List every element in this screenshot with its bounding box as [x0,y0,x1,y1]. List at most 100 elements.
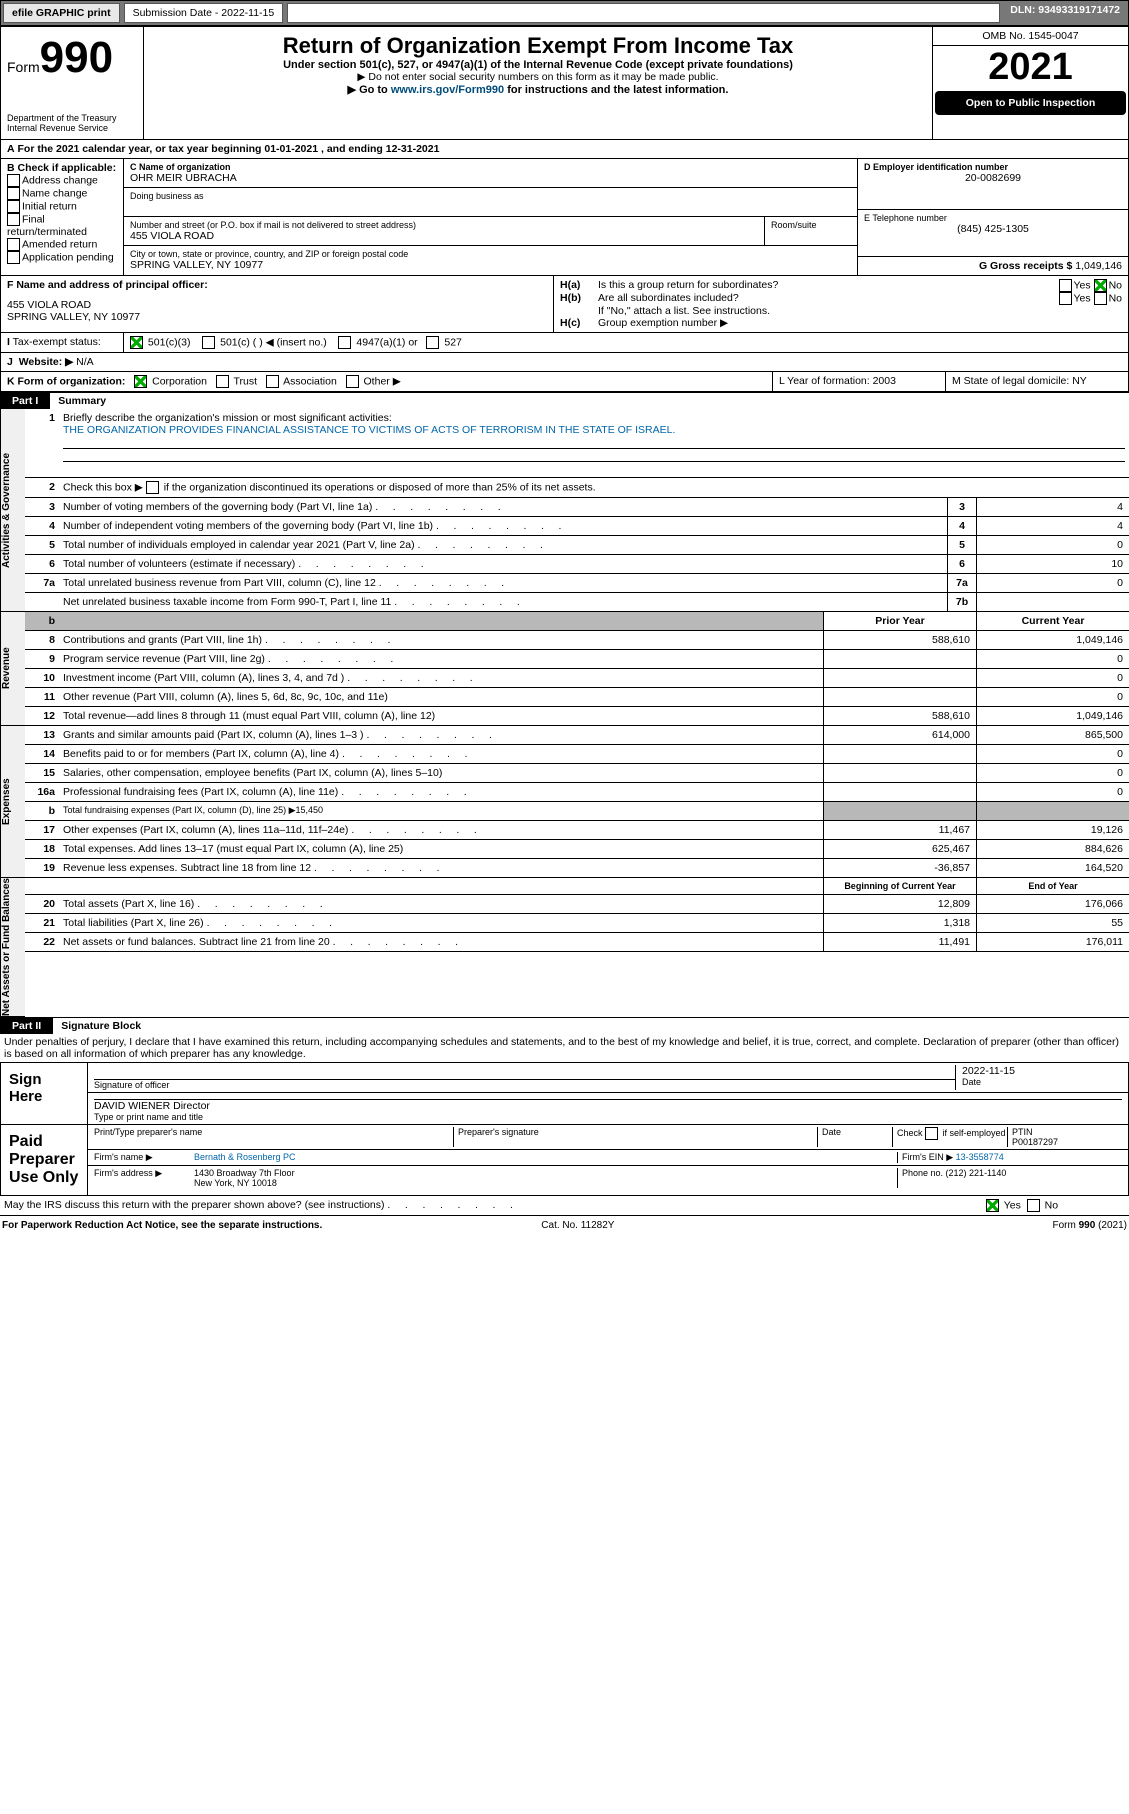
sig-date: 2022-11-15 [962,1065,1122,1077]
chk-self-employed[interactable] [925,1127,938,1140]
l14p [823,745,976,763]
l7bv [976,593,1129,611]
b-opt-name[interactable]: Name change [7,187,117,200]
l18p: 625,467 [823,840,976,858]
prep-date-label: Date [817,1127,892,1147]
current-year-hdr: Current Year [976,612,1129,630]
side-netassets: Net Assets or Fund Balances [0,878,25,1017]
l3: Number of voting members of the governin… [59,498,947,516]
discuss-no[interactable] [1027,1199,1040,1212]
k-assoc[interactable] [266,375,279,388]
d-label: D Employer identification number [864,162,1122,172]
sign-here-label: Sign Here [1,1063,87,1124]
k-corp[interactable] [134,375,147,388]
l15p [823,764,976,782]
side-governance: Activities & Governance [0,409,25,612]
b-opt-init[interactable]: Initial return [7,200,117,213]
spacer [287,3,1000,23]
tax-year: 2021 [933,46,1128,89]
l12c: 1,049,146 [976,707,1129,725]
chk-4947[interactable] [338,336,351,349]
firm-ein-label: Firm's EIN ▶ [902,1152,953,1162]
b-label: B Check if applicable: [7,162,117,174]
l8c: 1,049,146 [976,631,1129,649]
hb: Are all subordinates included? [598,292,1059,305]
b-opt-amend[interactable]: Amended return [7,238,117,251]
b-opt-addr[interactable]: Address change [7,174,117,187]
discuss-yes[interactable] [986,1199,999,1212]
form-header: Form990 Department of the Treasury Inter… [0,26,1129,140]
city-label: City or town, state or province, country… [130,249,851,259]
chk-527[interactable] [426,336,439,349]
line-a: A For the 2021 calendar year, or tax yea… [1,140,1128,158]
officer-name-label: Type or print name and title [94,1112,1122,1122]
foot-r: Form 990 (2021) [1053,1220,1127,1231]
hc: Group exemption number ▶ [598,317,728,329]
l11c: 0 [976,688,1129,706]
prior-year-hdr: Prior Year [823,612,976,630]
k-other[interactable] [346,375,359,388]
paid-preparer-block: Paid Preparer Use Only Print/Type prepar… [0,1125,1129,1196]
l3v: 4 [976,498,1129,516]
l15c: 0 [976,764,1129,782]
ptin-label: PTIN [1012,1127,1033,1137]
k-trust[interactable] [216,375,229,388]
l9: Program service revenue (Part VIII, line… [59,650,823,668]
l8p: 588,610 [823,631,976,649]
irs-link[interactable]: www.irs.gov/Form990 [391,84,504,96]
l6: Total number of volunteers (estimate if … [59,555,947,573]
l21: Total liabilities (Part X, line 26) [59,914,823,932]
l12p: 588,610 [823,707,976,725]
firm-addr1: 1430 Broadway 7th Floor [194,1168,295,1178]
block-fh: F Name and address of principal officer:… [0,276,1129,333]
mission-link[interactable]: THE ORGANIZATION PROVIDES FINANCIAL ASSI… [63,424,675,436]
firm-addr2: New York, NY 10018 [194,1178,277,1188]
l10p [823,669,976,687]
foot-l: For Paperwork Reduction Act Notice, see … [2,1220,322,1231]
block-bcdefg: B Check if applicable: Address change Na… [0,159,1129,276]
e-label: E Telephone number [864,213,1122,223]
chk-501c[interactable] [202,336,215,349]
sig-date-label: Date [962,1077,1122,1087]
l16b: Total fundraising expenses (Part IX, col… [59,802,823,820]
self-emp-label: Check [897,1128,925,1138]
l4v: 4 [976,517,1129,535]
l12: Total revenue—add lines 8 through 11 (mu… [59,707,823,725]
side-revenue: Revenue [0,612,25,726]
b-opt-final[interactable]: Final return/terminated [7,213,117,238]
footer: For Paperwork Reduction Act Notice, see … [0,1216,1129,1235]
firm-ein-link[interactable]: 13-3558774 [956,1152,1004,1162]
section-netassets: Net Assets or Fund Balances Beginning of… [0,878,1129,1017]
firm-name-link[interactable]: Bernath & Rosenberg PC [194,1152,296,1162]
ein: 20-0082699 [864,172,1122,184]
phone: (845) 425-1305 [864,223,1122,235]
l16bc-shade [976,802,1129,820]
l22b: 11,491 [823,933,976,951]
room-label: Room/suite [764,217,857,245]
foot-c: Cat. No. 11282Y [541,1220,614,1231]
sign-here-block: Sign Here Signature of officer2022-11-15… [0,1063,1129,1125]
l20: Total assets (Part X, line 16) [59,895,823,913]
part2-header: Part IISignature Block [0,1017,1129,1034]
submission-date: Submission Date - 2022-11-15 [124,3,284,23]
l7b: Net unrelated business taxable income fr… [59,593,947,611]
firm-name-label: Firm's name ▶ [94,1152,194,1163]
l-year: L Year of formation: 2003 [773,372,946,391]
form-number: 990 [40,33,113,82]
end-year-hdr: End of Year [976,878,1129,894]
l21b: 1,318 [823,914,976,932]
topbar: efile GRAPHIC print Submission Date - 20… [0,0,1129,26]
l6v: 10 [976,555,1129,573]
l19: Revenue less expenses. Subtract line 18 … [59,859,823,877]
b-opt-app[interactable]: Application pending [7,251,117,264]
l9p [823,650,976,668]
note-2: ▶ Go to www.irs.gov/Form990 for instruct… [150,83,926,96]
f-label: F Name and address of principal officer: [7,279,547,291]
l16ac: 0 [976,783,1129,801]
irs: Internal Revenue Service [7,123,137,133]
dept: Department of the Treasury [7,113,137,123]
chk-501c3[interactable] [130,336,143,349]
c-label: C Name of organization [130,162,851,172]
efile-print-button[interactable]: efile GRAPHIC print [3,3,120,23]
form-subtitle: Under section 501(c), 527, or 4947(a)(1)… [150,59,926,71]
